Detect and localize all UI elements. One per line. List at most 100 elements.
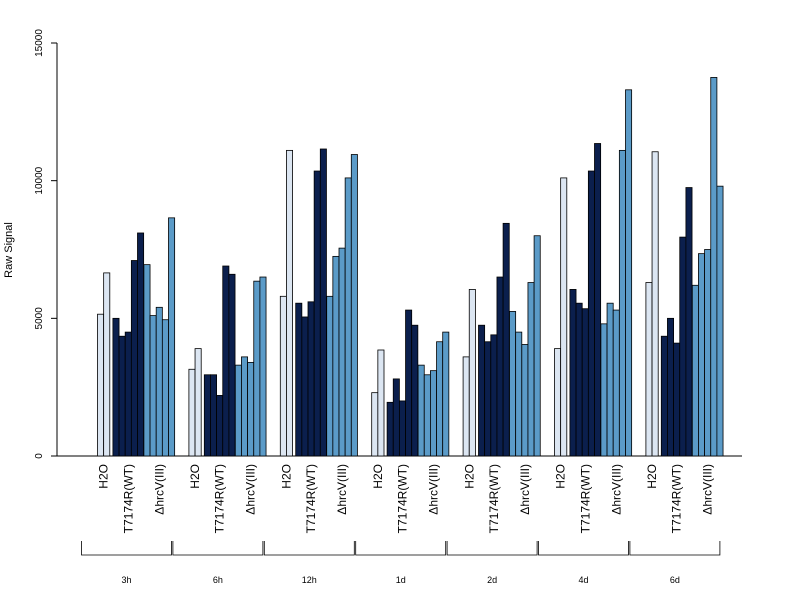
bar-12h-cond2-1	[295, 302, 303, 457]
bracket-2d	[446, 541, 538, 556]
bar-12h-cond3-2	[332, 255, 340, 457]
bar-6d-cond3-3	[704, 249, 712, 457]
bar-12h-cond3-3	[338, 247, 346, 457]
bar-6d-cond2-2	[667, 317, 675, 457]
bar-4d-cond2-5	[594, 143, 602, 457]
bar-4d-cond2-4	[587, 170, 595, 457]
condition-label: T7174R(WT)	[121, 464, 135, 533]
bar-4d-cond3-2	[606, 302, 614, 457]
bar-4d-cond3-3	[612, 309, 620, 457]
bar-1d-cond2-4	[405, 309, 413, 457]
bar-6d-cond2-1	[660, 335, 668, 457]
time-label: 6d	[670, 575, 680, 585]
y-axis-label: Raw Signal	[3, 222, 15, 278]
bar-4d-cond1-1	[554, 348, 562, 457]
bracket-3h	[81, 541, 172, 556]
bar-4d-cond2-3	[581, 308, 589, 457]
bar-6d-cond1-2	[651, 151, 659, 457]
condition-label: T7174R(WT)	[304, 464, 318, 533]
bar-1d-cond1-2	[377, 349, 385, 457]
condition-label: ΔhrcV(III)	[152, 464, 166, 515]
bar-3h-cond1-1	[97, 313, 105, 457]
condition-label: ΔhrcV(III)	[335, 464, 349, 515]
y-tick-label: 0	[34, 453, 45, 459]
bar-3h-cond2-3	[124, 331, 132, 457]
condition-label: T7174R(WT)	[487, 464, 501, 533]
group-brackets: 3h 6h 12h 1d 2d 4d 6d	[81, 541, 721, 585]
condition-label: H2O	[279, 464, 293, 489]
bar-1d-cond2-3	[398, 400, 406, 457]
condition-label: H2O	[97, 464, 111, 489]
bar-6h-cond2-1	[203, 374, 211, 457]
bar-12h-cond2-2	[301, 316, 309, 457]
y-tick-label: 15000	[34, 29, 45, 57]
condition-label: ΔhrcV(III)	[609, 464, 623, 515]
bar-3h-cond3-3	[155, 306, 163, 457]
time-label: 12h	[302, 575, 317, 585]
bar-6d-cond3-5	[716, 185, 724, 457]
bar-12h-cond1-1	[279, 295, 287, 457]
bar-2d-cond1-1	[462, 356, 470, 457]
bar-3h-cond2-4	[130, 260, 138, 457]
bar-2d-cond1-2	[468, 289, 476, 457]
bar-6h-cond3-1	[234, 364, 242, 457]
condition-label: H2O	[554, 464, 568, 489]
time-label: 2d	[487, 575, 497, 585]
bar-6d-cond3-2	[698, 253, 706, 457]
bracket-12h	[263, 541, 355, 556]
bar-12h-cond2-3	[307, 301, 315, 457]
bar-6h-cond1-2	[194, 348, 202, 457]
bracket-6h	[172, 541, 264, 556]
bar-3h-cond2-5	[137, 232, 145, 457]
bar-6h-cond3-2	[241, 356, 248, 457]
bar-12h-cond3-4	[344, 177, 352, 457]
time-label: 3h	[121, 575, 131, 585]
bar-6h-cond3-3	[247, 361, 255, 457]
bar-4d-cond1-2	[560, 177, 568, 457]
bar-12h-cond3-5	[350, 154, 358, 457]
bar-6h-cond3-4	[253, 280, 261, 457]
bar-1d-cond2-2	[392, 378, 400, 457]
time-label: 4d	[578, 575, 588, 585]
condition-label: ΔhrcV(III)	[518, 464, 532, 515]
time-label: 1d	[396, 575, 406, 585]
bar-4d-cond2-2	[575, 302, 583, 457]
condition-label: T7174R(WT)	[213, 464, 227, 533]
condition-labels: H2O T7174R(WT) ΔhrcV(III) H2O T7174R(WT) Δhrc…	[97, 464, 715, 533]
bar-6h-cond2-4	[222, 265, 230, 457]
bars	[97, 77, 724, 457]
bar-6d-cond3-1	[691, 284, 699, 457]
bar-6h-cond2-5	[228, 273, 236, 457]
bar-6h-cond3-5	[259, 276, 267, 457]
bar-2d-cond2-1	[478, 324, 486, 457]
condition-label: ΔhrcV(III)	[701, 464, 715, 515]
condition-label: T7174R(WT)	[578, 464, 592, 533]
bar-3h-cond3-4	[161, 319, 169, 457]
condition-label: ΔhrcV(III)	[244, 464, 258, 515]
y-tick-label: 10000	[34, 166, 45, 194]
bar-2d-cond2-5	[502, 222, 510, 457]
bar-2d-cond3-2	[515, 331, 523, 457]
bar-1d-cond1-1	[371, 392, 379, 457]
bar-12h-cond3-1	[326, 295, 334, 457]
bar-1d-cond3-1	[417, 364, 425, 457]
bar-3h-cond3-1	[143, 264, 151, 457]
bar-2d-cond2-4	[496, 276, 504, 457]
bar-1d-cond3-3	[429, 370, 437, 457]
bracket-4d	[538, 541, 629, 556]
bar-1d-cond3-5	[442, 331, 450, 457]
bar-2d-cond3-5	[533, 235, 541, 457]
condition-label: H2O	[462, 464, 476, 489]
bracket-6d	[629, 541, 721, 556]
bar-2d-cond3-4	[527, 282, 535, 457]
bar-3h-cond2-1	[112, 317, 120, 457]
condition-label: T7174R(WT)	[395, 464, 409, 533]
bar-12h-cond1-2	[286, 149, 294, 457]
bar-2d-cond3-1	[509, 311, 517, 457]
bar-2d-cond2-3	[490, 334, 498, 457]
bar-6d-cond2-4	[679, 236, 687, 457]
bar-6h-cond2-3	[216, 395, 224, 457]
bar-4d-cond3-1	[600, 323, 608, 457]
bar-3h-cond1-2	[103, 272, 111, 457]
